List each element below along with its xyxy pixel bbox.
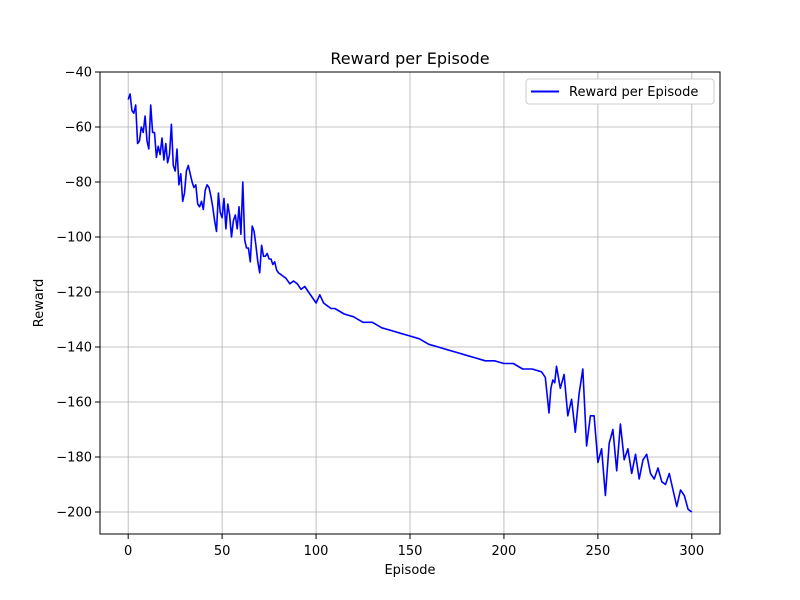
x-tick-label: 150 bbox=[398, 544, 423, 559]
x-tick-label: 200 bbox=[492, 544, 517, 559]
y-tick-label: −180 bbox=[56, 451, 92, 466]
y-tick-label: −140 bbox=[56, 341, 92, 356]
y-tick-label: −200 bbox=[56, 506, 92, 521]
y-axis-ticks: −40 −60 −80 −100 −120 −140 −160 −180 −200 bbox=[56, 66, 100, 521]
y-tick-label: −100 bbox=[56, 231, 92, 246]
y-tick-label: −80 bbox=[65, 176, 92, 191]
legend-box bbox=[525, 78, 715, 105]
legend: Reward per Episode bbox=[525, 78, 715, 105]
x-tick-label: 100 bbox=[304, 544, 329, 559]
series-line-0 bbox=[127, 93, 693, 513]
x-axis-label: Episode bbox=[384, 563, 435, 578]
chart-title: Reward per Episode bbox=[330, 49, 489, 68]
x-tick-label: 250 bbox=[585, 544, 610, 559]
x-tick-label: 300 bbox=[679, 544, 704, 559]
series-layer bbox=[127, 93, 693, 513]
y-tick-label: −60 bbox=[65, 121, 92, 136]
y-tick-label: −40 bbox=[65, 66, 92, 81]
y-axis-label: Reward bbox=[32, 279, 47, 327]
x-tick-label: 0 bbox=[124, 544, 132, 559]
x-tick-label: 50 bbox=[214, 544, 231, 559]
legend-label: Reward per Episode bbox=[569, 85, 698, 100]
y-tick-label: −120 bbox=[56, 286, 92, 301]
y-tick-label: −160 bbox=[56, 396, 92, 411]
x-axis-ticks: 0 50 100 150 200 250 300 bbox=[124, 534, 704, 559]
